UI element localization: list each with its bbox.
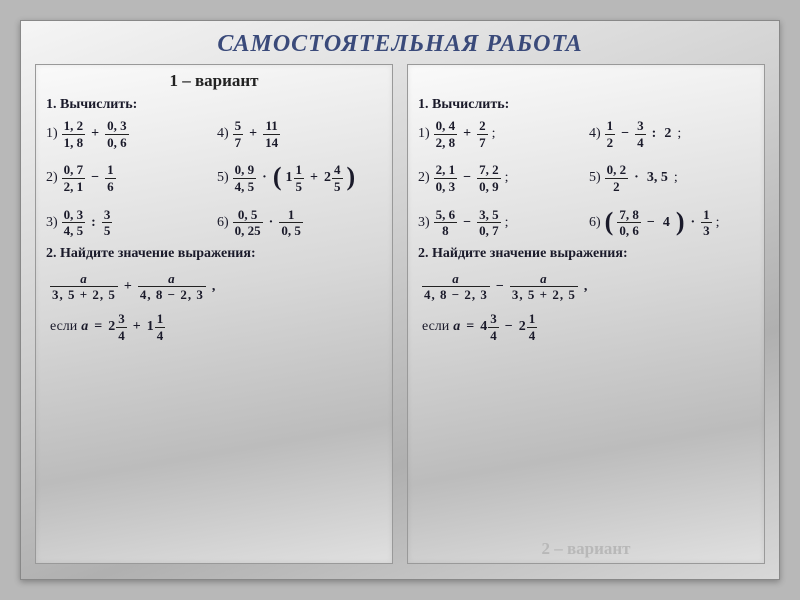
columns: 1 – вариант 1. Вычислить: 1) 1, 21, 8 + … xyxy=(35,64,765,564)
task1-label: 1. Вычислить: xyxy=(46,97,382,113)
v1-p5: 5) 0, 94, 5 · ( 115 + 245 ) xyxy=(217,163,382,193)
task2-label-v2: 2. Найдите значение выражения: xyxy=(418,246,754,262)
v1-p6: 6) 0, 50, 25 · 10, 5 xyxy=(217,208,382,238)
task2-label: 2. Найдите значение выражения: xyxy=(46,246,382,262)
v1-expression: a3, 5 + 2, 5 + a4, 8 − 2, 3 , xyxy=(50,272,382,302)
variant-1-title: 1 – вариант xyxy=(46,71,382,91)
v1-problems-grid: 1) 1, 21, 8 + 0, 30, 6 4) 57 + 1114 2) 0… xyxy=(46,119,382,238)
v2-p6: 6) ( 7, 80, 6 − 4 ) · 13 ; xyxy=(589,208,754,238)
task1-label-v2: 1. Вычислить: xyxy=(418,97,754,113)
v1-p2: 2) 0, 72, 1 − 16 xyxy=(46,163,211,193)
v1-p3: 3) 0, 34, 5 : 35 xyxy=(46,208,211,238)
v2-p3: 3) 5, 68 − 3, 50, 7 ; xyxy=(418,208,583,238)
v2-p5: 5) 0, 22 · 3, 5 ; xyxy=(589,163,754,193)
slide-title: САМОСТОЯТЕЛЬНАЯ РАБОТА xyxy=(35,31,765,58)
v1-p1: 1) 1, 21, 8 + 0, 30, 6 xyxy=(46,119,211,149)
v2-expression: a4, 8 − 2, 3 − a3, 5 + 2, 5 , xyxy=(422,272,754,302)
variant-1-panel: 1 – вариант 1. Вычислить: 1) 1, 21, 8 + … xyxy=(35,64,393,564)
v2-p2: 2) 2, 10, 3 − 7, 20, 9 ; xyxy=(418,163,583,193)
v2-p4: 4) 12 − 34 : 2 ; xyxy=(589,119,754,149)
v1-condition: если a = 234 + 114 xyxy=(50,312,382,342)
v1-p4: 4) 57 + 1114 xyxy=(217,119,382,149)
variant-2-panel: 1. Вычислить: 1) 0, 42, 8 + 27 ; 4) 12 −… xyxy=(407,64,765,564)
v2-p1: 1) 0, 42, 8 + 27 ; xyxy=(418,119,583,149)
variant-2-title: 2 – вариант xyxy=(408,539,764,559)
v2-problems-grid: 1) 0, 42, 8 + 27 ; 4) 12 − 34 : 2 ; xyxy=(418,119,754,238)
v2-condition: если a = 434 − 214 xyxy=(422,312,754,342)
slide: САМОСТОЯТЕЛЬНАЯ РАБОТА 1 – вариант 1. Вы… xyxy=(20,20,780,580)
